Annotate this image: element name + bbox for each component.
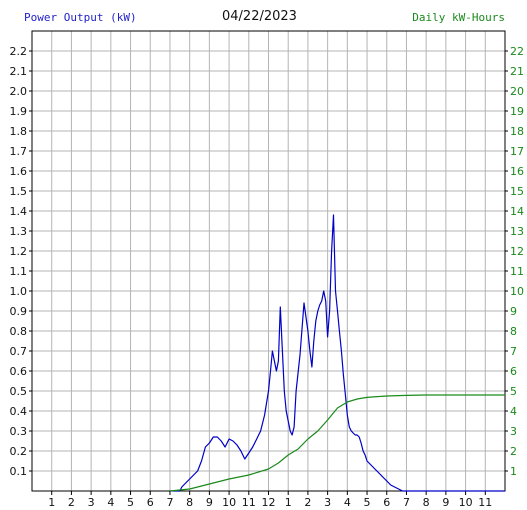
right-tick-label: 2 [510,445,517,458]
left-tick-label: 0.2 [10,445,28,458]
right-tick-label: 13 [510,225,524,238]
right-tick-label: 14 [510,205,524,218]
right-tick-label: 17 [510,145,524,158]
x-tick-label: 4 [107,496,114,509]
left-tick-label: 0.4 [10,405,28,418]
x-tick-label: 1 [48,496,55,509]
power-output-line [170,214,505,492]
x-tick-label: 7 [403,496,410,509]
right-tick-label: 22 [510,45,524,58]
left-tick-label: 1.5 [10,185,28,198]
left-tick-label: 1.9 [10,105,28,118]
x-tick-label: 6 [147,496,154,509]
x-tick-label: 9 [206,496,213,509]
right-tick-label: 16 [510,165,524,178]
left-tick-label: 0.1 [10,465,28,478]
left-tick-label: 2.0 [10,85,28,98]
right-tick-label: 20 [510,85,524,98]
right-tick-label: 21 [510,65,524,78]
x-tick-label: 9 [442,496,449,509]
x-tick-label: 3 [88,496,95,509]
right-tick-label: 15 [510,185,524,198]
x-tick-label: 2 [304,496,311,509]
left-y-ticks: 0.1 0.2 0.3 0.4 0.5 0.6 0.7 0.8 0.9 1.0 1.1 1.2 1.3 1… [10,45,32,478]
x-tick-label: 2 [68,496,75,509]
x-tick-label: 7 [166,496,173,509]
right-tick-label: 19 [510,105,524,118]
left-tick-label: 0.8 [10,325,28,338]
left-tick-label: 1.1 [10,265,28,278]
left-tick-label: 1.4 [10,205,28,218]
right-tick-label: 5 [510,385,517,398]
right-tick-label: 8 [510,325,517,338]
x-tick-label: 1 [285,496,292,509]
left-tick-label: 1.0 [10,285,28,298]
x-tick-label: 12 [262,496,276,509]
right-tick-label: 1 [510,465,517,478]
left-tick-label: 2.2 [10,45,28,58]
left-axis-label: Power Output (kW) [24,11,137,24]
right-tick-label: 12 [510,245,524,258]
chart-grid [32,31,505,491]
right-tick-label: 4 [510,405,517,418]
x-tick-label: 10 [459,496,473,509]
left-tick-label: 0.6 [10,365,28,378]
left-tick-label: 2.1 [10,65,28,78]
x-tick-label: 11 [242,496,256,509]
daily-kwh-line [169,394,505,492]
right-tick-label: 6 [510,365,517,378]
x-tick-label: 6 [383,496,390,509]
right-tick-label: 10 [510,285,524,298]
left-tick-label: 1.6 [10,165,28,178]
x-tick-label: 5 [364,496,371,509]
x-ticks: 1 2 3 4 5 6 7 8 9 10 11 12 1 2 3 4 5 6 7 8 9 10 11 [48,491,492,509]
right-tick-label: 9 [510,305,517,318]
left-tick-label: 0.3 [10,425,28,438]
x-tick-label: 11 [478,496,492,509]
x-tick-label: 8 [423,496,430,509]
right-tick-label: 11 [510,265,524,278]
left-tick-label: 0.7 [10,345,28,358]
x-tick-label: 10 [222,496,236,509]
left-tick-label: 1.2 [10,245,28,258]
left-tick-label: 1.3 [10,225,28,238]
left-tick-label: 1.7 [10,145,28,158]
right-tick-label: 7 [510,345,517,358]
x-tick-label: 4 [344,496,351,509]
right-axis-label: Daily kW-Hours [412,11,505,24]
left-tick-label: 1.8 [10,125,28,138]
right-tick-label: 3 [510,425,517,438]
x-tick-label: 5 [127,496,134,509]
left-tick-label: 0.5 [10,385,28,398]
series-lines [169,214,505,492]
x-tick-label: 8 [186,496,193,509]
x-tick-label: 3 [324,496,331,509]
right-tick-label: 18 [510,125,524,138]
chart-title: 04/22/2023 [222,9,297,24]
left-tick-label: 0.9 [10,305,28,318]
